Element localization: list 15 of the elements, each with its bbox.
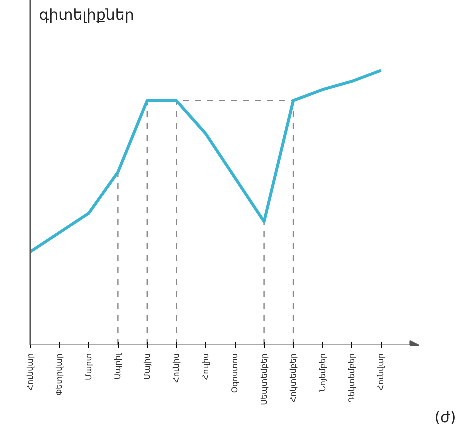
x-tick-label: Հուլիս xyxy=(201,353,210,380)
x-tick-label: Մայիս xyxy=(142,354,152,380)
x-tick-label: Հունիս xyxy=(172,354,182,383)
x-axis-title: (ժ) xyxy=(434,408,456,426)
x-tick-label: Հունվար xyxy=(376,353,386,391)
x-tick-label: Մարտ xyxy=(84,353,94,380)
x-tick-label: Փետրվար xyxy=(55,353,64,396)
x-tick-label: Ապրիլ xyxy=(114,352,123,380)
x-tick-label: Նոյեմբեր xyxy=(318,353,328,392)
x-tick-label: Հոկտեմբեր xyxy=(289,353,298,403)
x-tick-label: Սեպտեմբեր xyxy=(260,354,269,406)
x-tick-label: Օգոստոս xyxy=(230,353,240,394)
y-axis-title: գիտելիքներ xyxy=(39,6,134,24)
x-tick-label: Հունվար xyxy=(26,353,35,391)
x-tick-label: Դեկտեմբեր xyxy=(347,353,356,403)
